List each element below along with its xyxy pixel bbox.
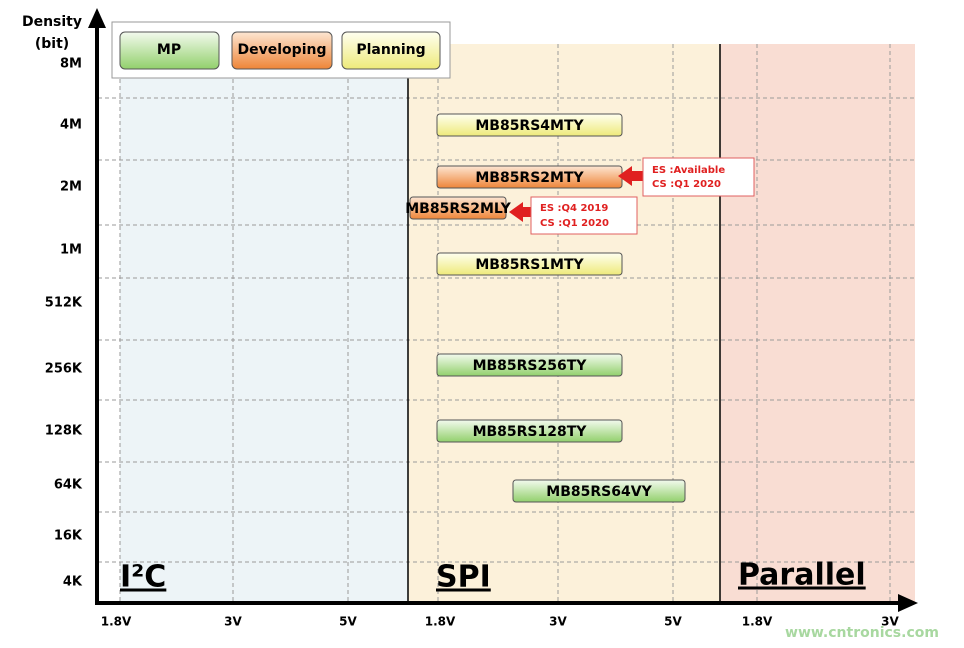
grid [98,44,915,603]
product-label: MB85RS1MTY [475,257,584,273]
legend-developing [231,31,333,70]
y-label: 2M [60,180,82,195]
legend-label: Developing [238,42,327,58]
product-label: MB85RS2MTY [475,170,584,186]
product-label: MB85RS128TY [473,424,588,440]
product-label: MB85RS2MLY [405,201,511,217]
callout-box [642,157,755,197]
section-label: I²C [120,560,166,595]
callout-text: CS :Q1 2020 [540,218,609,229]
y-label: 128K [45,424,83,439]
y-label: 8M [60,57,82,72]
y-label: 256K [45,362,83,377]
x-label: 3V [881,615,899,629]
background [120,44,915,603]
product-box [436,419,623,443]
callout-box [530,196,638,235]
legend-label: MP [157,42,181,58]
product-label: MB85RS64VY [546,484,652,500]
spi-region [408,44,720,603]
x-label: 1.8V [101,615,132,629]
products: MB85RS4MTY MB85RS2MTY MB85RS2MLY MB85RS1MTY… [405,113,686,503]
y-label: 4M [60,118,82,133]
labels: 8M 4M 2M 1M 512K 256K 128K 64K 16K 4K 1.8V 3V 5V 1.8V… [45,57,900,629]
y-axis-arrow [88,8,106,28]
product-box [409,196,507,220]
x-label: 5V [339,615,357,629]
product-box [436,252,623,276]
parallel-region [720,44,915,603]
arrow [509,202,532,222]
x-label: 1.8V [742,615,773,629]
legend-mp [119,31,220,70]
section-label: Parallel [738,558,866,593]
y-label: 16K [54,529,83,544]
callout: ES :Q4 2019 CS :Q1 2020 [509,196,638,235]
callout: ES :Available CS :Q1 2020 [618,157,755,197]
axis-title: (bit) [35,36,69,52]
x-label: 1.8V [425,615,456,629]
axis-title: Density [22,14,82,30]
legend-label: Planning [356,42,425,58]
product-box [512,479,686,503]
x-label: 3V [549,615,567,629]
x-axis-arrow [898,594,918,612]
product-box [436,353,623,377]
y-label: 1M [60,243,82,258]
section-label: SPI [436,560,491,595]
x-label: 5V [664,615,682,629]
watermark: www.cntronics.com [785,625,939,641]
y-label: 512K [45,296,83,311]
i2c-region [120,44,408,603]
callout-text: CS :Q1 2020 [652,179,721,190]
y-label: 4K [63,575,83,590]
callout-text: ES :Available [652,165,725,176]
callout-text: ES :Q4 2019 [540,203,608,214]
legend-planning [341,31,441,70]
x-label: 3V [224,615,242,629]
product-label: MB85RS256TY [473,358,588,374]
y-label: 64K [54,478,83,493]
product-box [436,113,623,137]
arrow [618,166,644,186]
product-label: MB85RS4MTY [475,118,584,134]
